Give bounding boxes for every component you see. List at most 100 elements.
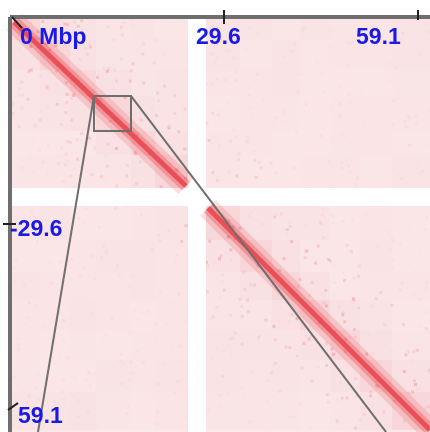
heatmap-speckle: [298, 278, 302, 282]
heatmap-speckle: [29, 45, 33, 49]
heatmap-speckle: [349, 142, 352, 145]
heatmap-speckle: [362, 122, 365, 125]
heatmap-block: [70, 131, 96, 155]
heatmap-block: [360, 272, 392, 300]
heatmap-speckle: [58, 356, 61, 359]
heatmap-speckle: [102, 67, 106, 71]
heatmap-speckle: [90, 312, 94, 315]
heatmap-speckle: [354, 377, 358, 381]
heatmap-speckle: [404, 353, 408, 357]
heatmap-speckle: [37, 398, 40, 401]
heatmap-speckle: [129, 331, 132, 334]
heatmap-speckle: [348, 100, 351, 103]
heatmap-speckle: [159, 185, 163, 189]
heatmap-speckle: [113, 68, 116, 72]
heatmap-speckle: [398, 91, 401, 94]
heatmap-speckle: [24, 323, 27, 326]
heatmap-speckle: [132, 274, 135, 277]
heatmap-speckle: [353, 328, 356, 331]
heatmap-speckle: [251, 370, 254, 373]
heatmap-block: [96, 155, 131, 188]
heatmap-speckle: [396, 74, 399, 77]
heatmap-speckle: [11, 102, 15, 106]
heatmap-speckle: [397, 87, 400, 90]
heatmap-speckle: [78, 256, 81, 259]
heatmap-block: [131, 40, 155, 70]
heatmap-speckle: [252, 149, 256, 153]
heatmap-speckle: [399, 243, 402, 246]
heatmap-speckle: [64, 341, 67, 344]
heatmap-speckle: [185, 69, 188, 72]
heatmap-speckle: [413, 293, 416, 296]
heatmap-block: [131, 240, 155, 272]
heatmap-speckle: [111, 86, 115, 90]
heatmap-speckle: [253, 158, 257, 162]
heatmap-speckle: [235, 174, 239, 178]
heatmap-speckle: [165, 322, 168, 325]
heatmap-speckle: [152, 61, 156, 65]
heatmap-speckle: [374, 297, 378, 300]
heatmap-speckle: [401, 293, 404, 296]
heatmap-speckle: [285, 232, 289, 236]
heatmap-speckle: [167, 229, 171, 233]
heatmap-speckle: [220, 110, 223, 113]
heatmap-speckle: [347, 41, 350, 44]
heatmap-block: [206, 240, 240, 272]
heatmap-speckle: [87, 371, 90, 374]
heatmap-speckle: [78, 275, 82, 279]
heatmap-speckle: [66, 159, 70, 163]
heatmap-speckle: [407, 182, 410, 185]
heatmap-speckle: [325, 341, 329, 345]
heatmap-block: [392, 155, 430, 188]
heatmap-speckle: [351, 42, 354, 45]
heatmap-block: [240, 155, 272, 188]
heatmap-speckle: [402, 419, 406, 423]
heatmap-speckle: [229, 337, 233, 341]
zoom-selection-box[interactable]: [93, 95, 132, 132]
heatmap-speckle: [91, 254, 94, 257]
heatmap-speckle: [349, 171, 352, 174]
heatmap-speckle: [408, 118, 411, 121]
heatmap-speckle: [238, 226, 242, 230]
heatmap-speckle: [274, 39, 277, 42]
heatmap-speckle: [377, 108, 380, 111]
heatmap-speckle: [20, 165, 24, 169]
heatmap-speckle: [48, 164, 51, 167]
heatmap-speckle: [45, 85, 49, 89]
heatmap-speckle: [82, 385, 85, 388]
heatmap-speckle: [325, 363, 329, 367]
heatmap-speckle: [400, 177, 404, 180]
heatmap-speckle: [114, 79, 118, 83]
heatmap-block: [40, 272, 70, 300]
heatmap-speckle: [20, 80, 24, 84]
heatmap-block: [330, 240, 360, 272]
heatmap-speckle: [133, 310, 136, 313]
heatmap-speckle: [129, 361, 132, 364]
heatmap-speckle: [346, 63, 350, 67]
zoom-projection-right: [130, 95, 387, 432]
heatmap-block: [40, 96, 70, 131]
heatmap-block: [206, 272, 240, 300]
heatmap-block: [10, 300, 40, 330]
heatmap-block: [392, 131, 430, 155]
heatmap-block: [360, 131, 392, 155]
heatmap-speckle: [341, 428, 344, 431]
heatmap-speckle: [417, 160, 420, 163]
heatmap-speckle: [68, 141, 72, 144]
heatmap-speckle: [129, 286, 132, 289]
heatmap-speckle: [208, 239, 211, 243]
heatmap-block: [96, 18, 131, 40]
heatmap-speckle: [78, 359, 81, 362]
heatmap-block: [131, 206, 155, 240]
heatmap-speckle: [29, 68, 33, 72]
heatmap-block: [206, 18, 240, 40]
heatmap-speckle: [105, 69, 109, 73]
heatmap-speckle: [396, 415, 399, 418]
heatmap-speckle: [321, 325, 325, 329]
heatmap-speckle: [17, 348, 20, 351]
heatmap-speckle: [26, 97, 30, 101]
heatmap-block: [330, 131, 360, 155]
heatmap-block: [272, 155, 300, 188]
